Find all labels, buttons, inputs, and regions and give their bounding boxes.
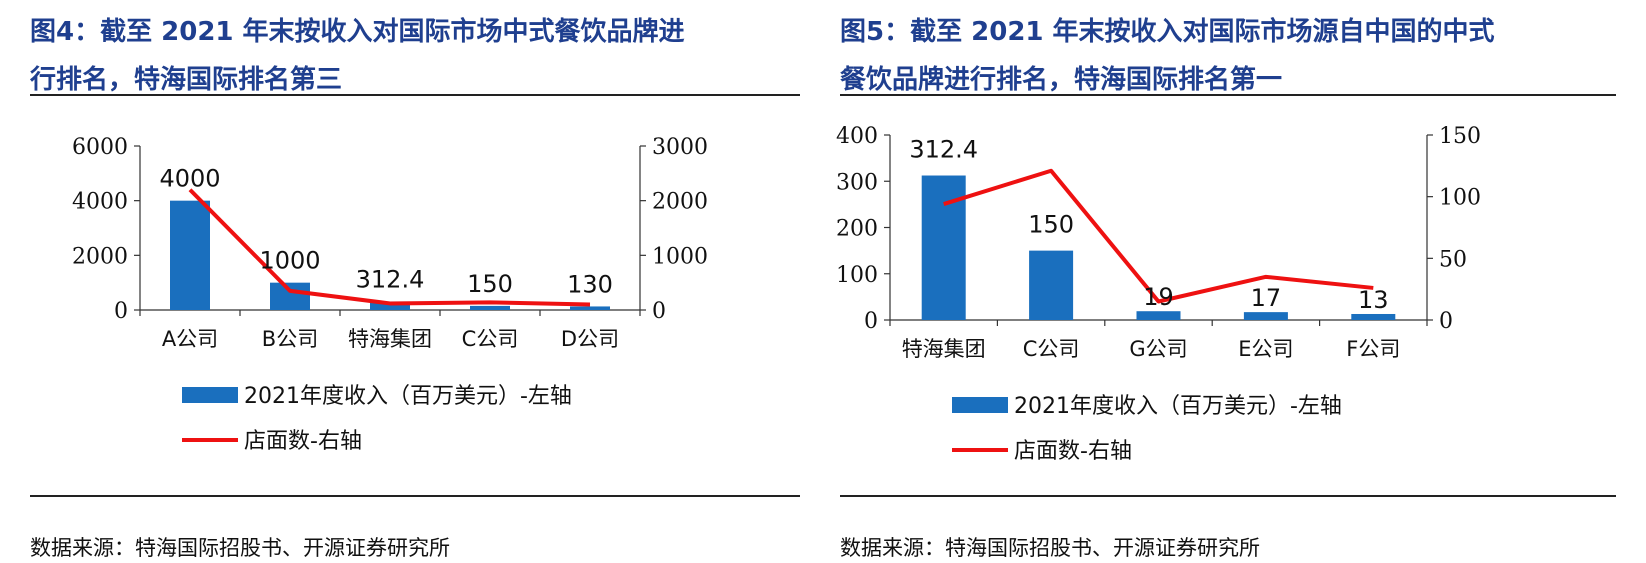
bar-data-label: 13 [1358, 286, 1389, 314]
x-category-label: 特海集团 [902, 337, 986, 361]
revenue-bar [370, 301, 410, 310]
legend-bar-label: 2021年度收入（百万美元）-左轴 [1014, 394, 1342, 419]
x-category-label: 特海集团 [348, 327, 432, 351]
figure-5-panel: 图5：截至 2021 年末按收入对国际市场源自中国的中式 餐饮品牌进行排名，特海… [836, 0, 1616, 563]
x-category-label: A公司 [162, 327, 218, 351]
revenue-bar [1136, 311, 1181, 320]
revenue-bar [921, 175, 966, 320]
revenue-bar [1243, 312, 1288, 320]
x-category-label: D公司 [561, 327, 619, 351]
left-y-tick-label: 0 [114, 299, 128, 324]
left-y-tick-label: 0 [864, 309, 878, 334]
figure-4-title: 图4：截至 2021 年末按收入对国际市场中式餐饮品牌进 行排名，特海国际排名第… [30, 8, 800, 104]
left-y-tick-label: 300 [836, 170, 878, 195]
bar-data-label: 19 [1143, 283, 1174, 311]
x-category-label: E公司 [1238, 337, 1293, 361]
figure-4-panel: 图4：截至 2021 年末按收入对国际市场中式餐饮品牌进 行排名，特海国际排名第… [30, 0, 800, 563]
right-y-tick-label: 0 [1439, 309, 1453, 334]
x-category-label: G公司 [1129, 337, 1187, 361]
right-y-tick-label: 50 [1439, 247, 1467, 272]
revenue-bar [1029, 250, 1074, 320]
figure-5-chart: 0 100 200 300 400 0 50 100 150 312.4 150 19 17 13 特海集团… [836, 124, 1481, 464]
revenue-bar [1351, 313, 1396, 320]
right-y-tick-label: 3000 [652, 135, 708, 160]
figure-5-title: 图5：截至 2021 年末按收入对国际市场源自中国的中式 餐饮品牌进行排名，特海… [840, 8, 1616, 104]
left-y-tick-label: 4000 [72, 190, 128, 215]
legend-bar-swatch [182, 387, 238, 403]
figure-4-title-line2: 行排名，特海国际排名第三 [30, 65, 343, 95]
revenue-bar [170, 200, 210, 310]
bar-data-label: 1000 [259, 247, 320, 275]
figure-5-title-line1: 图5：截至 2021 年末按收入对国际市场源自中国的中式 [840, 17, 1495, 47]
right-y-tick-label: 1000 [652, 244, 708, 269]
bar-data-label: 4000 [159, 165, 220, 193]
right-y-tick-label: 150 [1439, 124, 1481, 149]
x-category-label: F公司 [1346, 337, 1400, 361]
figure-4-title-line1: 图4：截至 2021 年末按收入对国际市场中式餐饮品牌进 [30, 17, 685, 47]
left-y-tick-label: 400 [836, 124, 878, 149]
bar-data-label: 312.4 [909, 136, 978, 164]
figure-5-top-rule [840, 94, 1616, 96]
revenue-bar [470, 305, 510, 310]
revenue-bar [570, 306, 610, 310]
bar-data-label: 17 [1251, 284, 1282, 312]
store-count-line [943, 168, 1374, 304]
figure-4-source: 数据来源：特海国际招股书、开源证券研究所 [30, 536, 450, 560]
x-category-label: C公司 [462, 327, 519, 351]
right-y-tick-label: 0 [652, 299, 666, 324]
figure-5-source: 数据来源：特海国际招股书、开源证券研究所 [840, 536, 1260, 560]
left-y-tick-label: 200 [836, 217, 878, 242]
right-y-tick-label: 2000 [652, 190, 708, 215]
figure-4-bottom-rule [30, 495, 800, 497]
revenue-bar [270, 282, 310, 310]
left-y-tick-label: 2000 [72, 244, 128, 269]
bar-data-label: 150 [1028, 211, 1074, 239]
legend-line-label: 店面数-右轴 [244, 429, 362, 454]
legend-bar-swatch [952, 397, 1008, 413]
left-y-tick-label: 6000 [72, 135, 128, 160]
x-category-label: C公司 [1023, 337, 1080, 361]
figure-4-top-rule [30, 94, 800, 96]
figure-4-chart: 0 2000 4000 6000 0 1000 2000 3000 4000 1000 312.4 1… [72, 135, 708, 454]
x-category-label: B公司 [262, 327, 318, 351]
legend-bar-label: 2021年度收入（百万美元）-左轴 [244, 384, 572, 409]
right-y-tick-label: 100 [1439, 186, 1481, 211]
figure-5-bottom-rule [840, 495, 1616, 497]
left-y-tick-label: 100 [836, 263, 878, 288]
figure-5-title-line2: 餐饮品牌进行排名，特海国际排名第一 [840, 65, 1283, 95]
legend-line-label: 店面数-右轴 [1014, 439, 1132, 464]
bar-data-label: 130 [567, 270, 613, 298]
bar-data-label: 150 [467, 270, 513, 298]
bar-data-label: 312.4 [356, 265, 425, 293]
